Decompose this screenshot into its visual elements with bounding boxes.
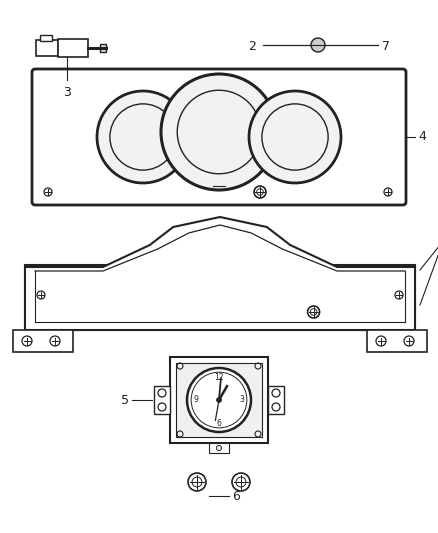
Text: 3: 3 <box>63 86 71 99</box>
Circle shape <box>249 91 341 183</box>
Bar <box>209 443 229 453</box>
Text: 2: 2 <box>248 39 256 52</box>
Circle shape <box>216 398 222 402</box>
Bar <box>176 363 262 437</box>
FancyBboxPatch shape <box>32 69 406 205</box>
Text: 5: 5 <box>121 393 129 407</box>
Bar <box>36 40 58 56</box>
Text: 12: 12 <box>214 373 224 382</box>
Circle shape <box>187 368 251 432</box>
Circle shape <box>161 74 277 190</box>
Polygon shape <box>25 217 415 330</box>
Bar <box>40 35 52 41</box>
Circle shape <box>97 91 189 183</box>
Bar <box>268 386 284 414</box>
Text: 4: 4 <box>418 131 426 143</box>
Bar <box>13 330 73 352</box>
Text: 7: 7 <box>382 39 390 52</box>
Bar <box>367 330 427 352</box>
Bar <box>170 357 268 443</box>
Text: 9: 9 <box>194 395 198 405</box>
Bar <box>154 386 170 414</box>
Bar <box>58 39 88 57</box>
Text: 6: 6 <box>216 418 222 427</box>
Bar <box>100 44 106 52</box>
Circle shape <box>311 38 325 52</box>
Text: 3: 3 <box>240 395 244 405</box>
Text: 6: 6 <box>232 489 240 503</box>
Bar <box>25 265 415 330</box>
